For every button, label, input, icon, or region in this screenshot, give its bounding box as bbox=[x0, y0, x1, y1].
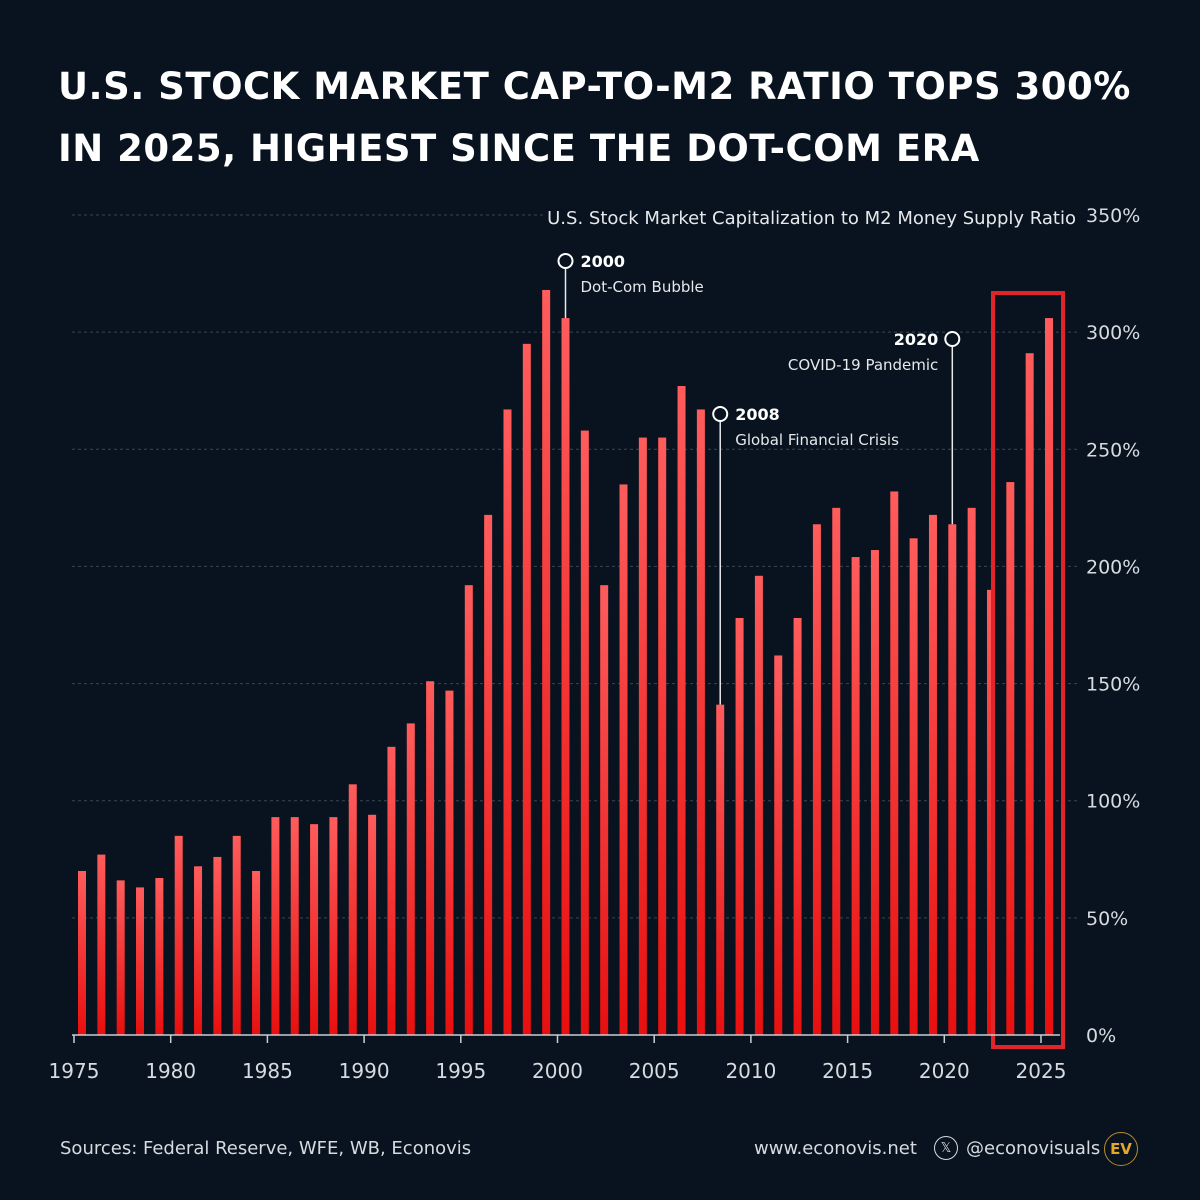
bar-1990 bbox=[368, 814, 377, 1035]
website-link[interactable]: www.econovis.net bbox=[754, 1138, 917, 1159]
bar-2002 bbox=[600, 585, 609, 1035]
bar-2013 bbox=[812, 524, 821, 1035]
y-tick-label: 50% bbox=[1086, 908, 1128, 930]
bar-2000 bbox=[561, 318, 570, 1036]
x-tick-label: 1985 bbox=[242, 1059, 293, 1083]
annotation-year-2020: 2020 bbox=[894, 330, 939, 349]
x-tick-label: 2000 bbox=[532, 1059, 583, 1083]
bar-1983 bbox=[232, 835, 241, 1035]
x-tick-label: 2020 bbox=[919, 1059, 970, 1083]
annotation-text-2008: Global Financial Crisis bbox=[735, 431, 899, 449]
bar-1975 bbox=[78, 871, 86, 1035]
x-tick-label: 2025 bbox=[1016, 1059, 1067, 1083]
annotation-marker-2020 bbox=[944, 331, 961, 347]
bar-1989 bbox=[348, 784, 357, 1035]
bar-1996 bbox=[484, 514, 493, 1035]
bar-1999 bbox=[542, 289, 551, 1035]
bar-2022 bbox=[986, 589, 995, 1035]
bar-2016 bbox=[870, 550, 879, 1035]
bar-2007 bbox=[696, 409, 705, 1035]
y-tick-label: 250% bbox=[1086, 439, 1140, 461]
bar-1998 bbox=[522, 343, 531, 1035]
bar-2008 bbox=[716, 704, 725, 1035]
annotation-year-2008: 2008 bbox=[735, 405, 780, 424]
bar-2012 bbox=[793, 617, 802, 1035]
bar-2025 bbox=[1045, 318, 1053, 1036]
bar-2020 bbox=[948, 524, 957, 1035]
x-tick-label: 2005 bbox=[629, 1059, 680, 1083]
chart-title: U.S. STOCK MARKET CAP-TO-M2 RATIO TOPS 3… bbox=[58, 56, 1131, 180]
bar-2021 bbox=[967, 507, 976, 1035]
bar-1993 bbox=[426, 681, 435, 1035]
bar-2019 bbox=[928, 514, 937, 1035]
bar-1979 bbox=[155, 878, 164, 1035]
bar-1980 bbox=[174, 835, 183, 1035]
bar-1977 bbox=[116, 880, 125, 1035]
y-tick-label: 100% bbox=[1086, 791, 1140, 813]
bar-1992 bbox=[406, 723, 415, 1035]
x-tick-label: 1980 bbox=[145, 1059, 196, 1083]
bar-1984 bbox=[252, 871, 261, 1035]
annotation-year-2000: 2000 bbox=[581, 252, 626, 271]
bar-2003 bbox=[619, 484, 628, 1035]
bar-2009 bbox=[735, 617, 744, 1035]
bar-1987 bbox=[310, 824, 319, 1035]
x-tick-label: 2010 bbox=[725, 1059, 776, 1083]
bar-1981 bbox=[194, 866, 203, 1035]
bar-1982 bbox=[213, 856, 222, 1035]
bar-2011 bbox=[774, 655, 783, 1035]
bar-1976 bbox=[97, 854, 106, 1035]
bar-1985 bbox=[271, 817, 280, 1035]
y-tick-label: 0% bbox=[1086, 1025, 1116, 1047]
sources-text: Sources: Federal Reserve, WFE, WB, Econo… bbox=[60, 1138, 472, 1159]
bar-1995 bbox=[464, 585, 473, 1035]
y-tick-label: 300% bbox=[1086, 322, 1140, 344]
econovis-logo: EV bbox=[1104, 1132, 1138, 1166]
bar-1986 bbox=[290, 817, 299, 1035]
bar-2014 bbox=[832, 507, 841, 1035]
highlight-box bbox=[991, 291, 1065, 1049]
annotation-marker-2000 bbox=[557, 253, 574, 269]
bar-1997 bbox=[503, 409, 512, 1035]
bar-2001 bbox=[580, 430, 589, 1035]
annotation-text-2020: COVID-19 Pandemic bbox=[788, 356, 938, 374]
bar-1988 bbox=[329, 817, 338, 1035]
x-tick-label: 1990 bbox=[339, 1059, 390, 1083]
bar-2024 bbox=[1025, 353, 1034, 1035]
bar-2005 bbox=[658, 437, 667, 1036]
bar-2015 bbox=[851, 557, 860, 1035]
chart-subtitle: U.S. Stock Market Capitalization to M2 M… bbox=[547, 208, 1076, 229]
title-line-2: IN 2025, HIGHEST SINCE THE DOT-COM ERA bbox=[58, 127, 980, 170]
bar-1991 bbox=[387, 746, 396, 1035]
social-handle[interactable]: @econovisuals bbox=[966, 1138, 1101, 1159]
y-tick-label: 150% bbox=[1086, 674, 1140, 696]
y-tick-label: 350% bbox=[1086, 205, 1140, 227]
bar-2017 bbox=[890, 491, 899, 1035]
bar-2006 bbox=[677, 386, 686, 1035]
x-tick-label: 1975 bbox=[49, 1059, 100, 1083]
bar-2023 bbox=[1006, 482, 1015, 1036]
x-tick-label: 2015 bbox=[822, 1059, 873, 1083]
bar-2018 bbox=[909, 538, 918, 1035]
bar-1978 bbox=[136, 887, 145, 1035]
title-line-1: U.S. STOCK MARKET CAP-TO-M2 RATIO TOPS 3… bbox=[58, 65, 1131, 108]
y-tick-label: 200% bbox=[1086, 556, 1140, 578]
x-tick-label: 1995 bbox=[435, 1059, 486, 1083]
annotation-text-2000: Dot-Com Bubble bbox=[581, 278, 704, 296]
bar-2004 bbox=[638, 437, 647, 1036]
x-logo-icon[interactable]: 𝕏 bbox=[934, 1136, 958, 1160]
bar-1994 bbox=[445, 690, 454, 1035]
annotation-marker-2008 bbox=[712, 406, 729, 422]
bar-2010 bbox=[754, 575, 763, 1035]
